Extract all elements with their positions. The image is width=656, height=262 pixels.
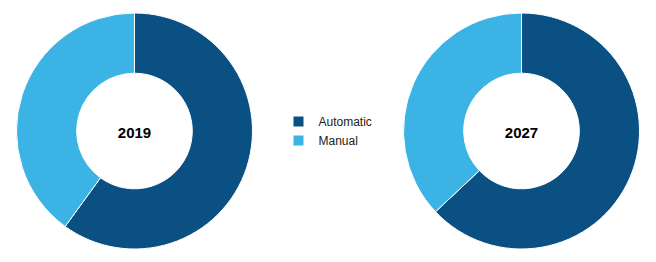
svg-text:2019: 2019: [118, 124, 151, 141]
svg-text:Automatic: Automatic: [319, 115, 372, 129]
svg-text:Manual: Manual: [319, 134, 358, 148]
svg-text:2027: 2027: [505, 124, 538, 141]
